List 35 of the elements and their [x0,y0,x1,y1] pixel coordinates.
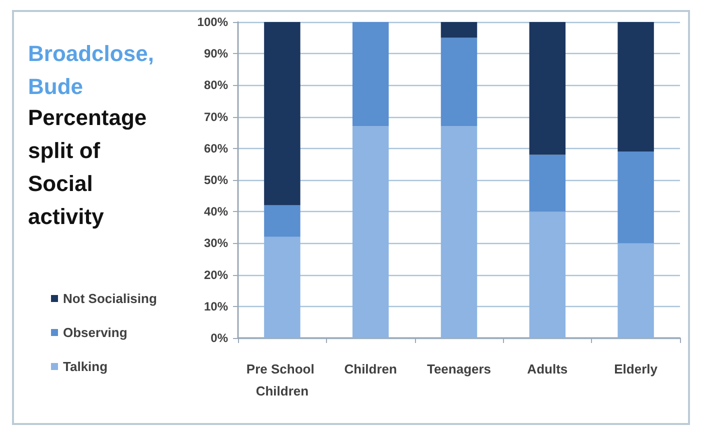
x-tick-label: Elderly [614,362,658,376]
y-tick-label: 30% [204,236,228,250]
bar [264,236,300,338]
bar [529,22,566,155]
legend-label: Observing [63,325,128,340]
bar [440,38,478,126]
y-tick-label: 20% [204,268,228,282]
y-tick-label: 0% [210,331,228,345]
bar [529,154,566,212]
y-tick-label: 70% [204,110,228,124]
bar [618,22,654,152]
x-tick-label: Teenagers [426,362,492,376]
y-tick-label: 80% [204,78,228,92]
text: Broadclose, Bude [28,40,155,101]
bar [264,205,300,237]
x-tick-label: Adults [527,362,568,376]
y-tick-label: 60% [204,141,228,156]
x-tick-label: Pre School Children [246,362,318,398]
bar [529,212,566,338]
bar [440,22,478,38]
legend-label: Talking [63,359,108,374]
bar [352,22,389,126]
y-tick-label: 90% [204,46,228,61]
bar [618,152,654,244]
y-tick-label: 10% [204,299,228,314]
bar [264,22,300,206]
y-tick-label: 50% [204,173,228,187]
bar [440,126,478,338]
y-tick-label: 100% [197,15,228,29]
legend-label: Not Socialising [63,291,157,306]
bar [618,243,654,338]
x-tick-label: Children [344,362,398,376]
bar [352,126,389,338]
y-tick-label: 40% [204,204,228,219]
text: Percentage split of Social activity [28,104,148,231]
